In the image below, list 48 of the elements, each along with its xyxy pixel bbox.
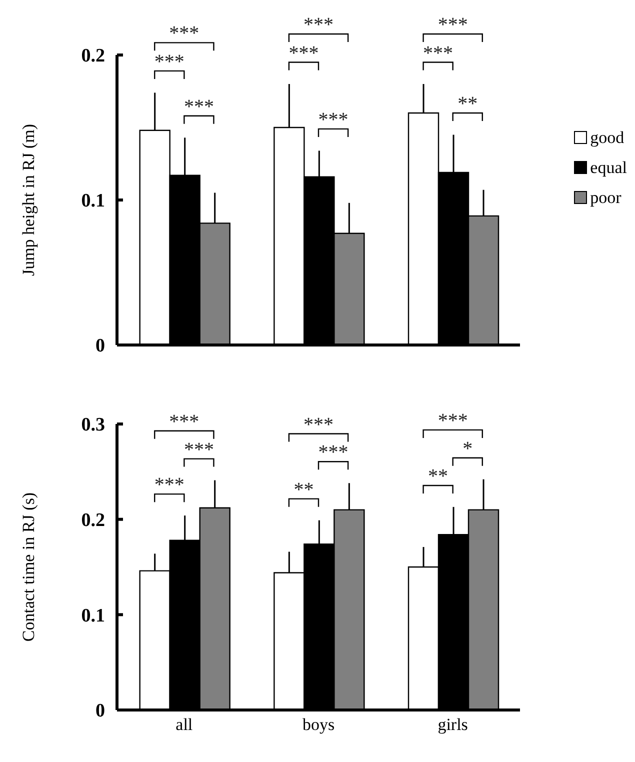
annotation: *** [169, 410, 200, 433]
significance-bracket: *** [154, 50, 185, 79]
legend-label: poor [590, 188, 622, 208]
significance-bracket: ** [288, 478, 320, 507]
significance-bracket: *** [422, 410, 483, 438]
annotation: *** [184, 438, 214, 461]
legend-label: equal [590, 158, 627, 178]
annotation: *** [438, 410, 468, 432]
annotation: *** [318, 442, 348, 464]
significance-bracket: *** [422, 42, 454, 70]
x-tick-label: boys [302, 715, 335, 734]
significance-bracket: *** [184, 438, 214, 467]
y-tick-label: 0 [96, 700, 105, 722]
significance-bracket: *** [318, 108, 349, 137]
annotation: *** [184, 96, 214, 118]
y-tick-label: 0 [96, 336, 105, 357]
annotation: ** [428, 465, 448, 488]
significance-bracket: *** [288, 414, 349, 442]
y-axis-title: Jump height in RJ (m) [19, 124, 38, 276]
annotation: *** [154, 50, 184, 73]
annotation: *** [304, 414, 334, 436]
annotation: * [462, 438, 473, 460]
significance-bracket: *** [288, 42, 320, 70]
annotation: *** [318, 108, 348, 131]
annotation: *** [154, 474, 184, 496]
y-tick-label: 0.2 [81, 510, 105, 532]
x-tick-label: girls [438, 715, 468, 734]
y-tick-label: 0.1 [81, 605, 105, 626]
legend-label: good [590, 128, 624, 148]
significance-bracket: *** [288, 14, 349, 42]
significance-bracket: *** [184, 96, 214, 124]
y-tick-label: 0.3 [81, 414, 105, 436]
significance-bracket: *** [154, 474, 185, 502]
significance-bracket: ** [452, 93, 483, 121]
significance-bracket: *** [422, 14, 483, 42]
significance-bracket: ** [422, 466, 454, 494]
y-axis-title: Contact time in RJ (s) [19, 492, 38, 642]
significance-bracket: *** [318, 442, 349, 470]
y-tick-label: 0.2 [81, 46, 105, 67]
annotation: ** [294, 478, 314, 501]
significance-bracket: *** [154, 22, 214, 51]
annotation: *** [288, 42, 319, 64]
significance-bracket: * [452, 438, 483, 466]
y-tick-label: 0.1 [81, 190, 105, 212]
annotation: ** [458, 93, 478, 115]
significance-bracket: *** [154, 410, 214, 439]
x-tick-label: all [176, 715, 193, 734]
annotation: *** [423, 42, 454, 64]
